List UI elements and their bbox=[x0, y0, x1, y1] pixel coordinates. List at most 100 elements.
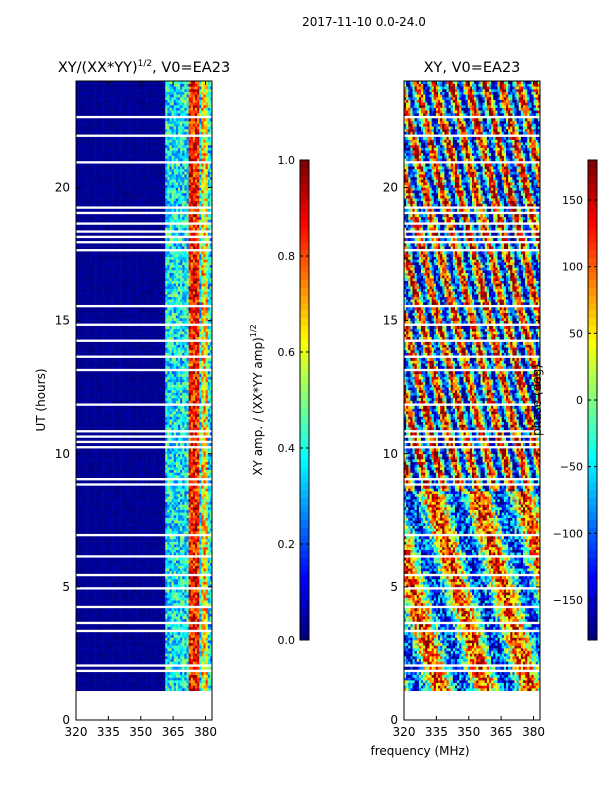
heatmap-cell bbox=[169, 650, 172, 654]
heatmap-cell bbox=[107, 544, 111, 548]
heatmap-cell bbox=[122, 469, 126, 473]
heatmap-cell bbox=[86, 653, 90, 657]
heatmap-cell bbox=[169, 602, 172, 606]
heatmap-cell bbox=[137, 616, 141, 620]
heatmap-cell bbox=[78, 584, 81, 588]
heatmap-cell bbox=[146, 453, 149, 457]
heatmap-cell bbox=[103, 637, 107, 641]
heatmap-cell bbox=[129, 624, 132, 628]
heatmap-cell bbox=[139, 685, 143, 689]
heatmap-cell bbox=[190, 472, 194, 476]
heatmap-cell bbox=[201, 608, 204, 612]
heatmap-cell bbox=[118, 584, 121, 588]
heatmap-cell bbox=[150, 525, 153, 529]
heatmap-cell bbox=[190, 488, 194, 492]
heatmap-cell bbox=[165, 522, 168, 526]
heatmap-cell bbox=[146, 560, 149, 564]
heatmap-cell bbox=[165, 517, 168, 521]
heatmap-cell bbox=[161, 568, 164, 572]
heatmap-cell bbox=[129, 501, 132, 505]
heatmap-cell bbox=[205, 600, 209, 604]
heatmap-cell bbox=[110, 509, 113, 513]
heatmap-cell bbox=[209, 584, 213, 588]
heatmap-cell bbox=[129, 576, 132, 580]
heatmap-cell bbox=[154, 485, 158, 489]
heatmap-cell bbox=[182, 634, 185, 638]
heatmap-cell bbox=[161, 496, 164, 500]
heatmap-cell bbox=[107, 565, 111, 569]
heatmap-cell bbox=[107, 589, 111, 593]
heatmap-cell bbox=[182, 688, 185, 692]
heatmap-cell bbox=[209, 602, 213, 606]
heatmap-cell bbox=[124, 499, 128, 502]
heatmap-cell bbox=[137, 453, 141, 457]
heatmap-cell bbox=[120, 645, 124, 649]
heatmap-cell bbox=[124, 632, 128, 636]
heatmap-cell bbox=[122, 568, 126, 572]
heatmap-cell bbox=[144, 616, 147, 620]
heatmap-cell bbox=[175, 658, 179, 662]
heatmap-cell bbox=[82, 525, 85, 529]
heatmap-cell bbox=[150, 562, 153, 566]
heatmap-cell bbox=[122, 546, 126, 550]
heatmap-cell bbox=[190, 544, 194, 548]
heatmap-cell bbox=[137, 682, 141, 686]
heatmap-cell bbox=[190, 496, 194, 500]
heatmap-cell bbox=[148, 472, 151, 476]
heatmap-cell bbox=[76, 530, 79, 534]
heatmap-cell bbox=[112, 544, 115, 548]
heatmap-cell bbox=[209, 456, 213, 460]
heatmap-cell bbox=[158, 469, 162, 473]
heatmap-cell bbox=[86, 546, 90, 550]
heatmap-cell bbox=[110, 570, 113, 574]
heatmap-cell bbox=[99, 493, 102, 497]
heatmap-cell bbox=[188, 589, 192, 593]
heatmap-cell bbox=[209, 597, 213, 601]
heatmap-cell bbox=[180, 592, 183, 596]
heatmap-cell bbox=[129, 640, 132, 644]
heatmap-cell bbox=[105, 661, 109, 665]
heatmap-cell bbox=[122, 507, 126, 510]
heatmap-cell bbox=[205, 661, 209, 665]
heatmap-cell bbox=[122, 576, 126, 580]
heatmap-cell bbox=[120, 499, 124, 502]
heatmap-cell bbox=[107, 594, 111, 598]
heatmap-cell bbox=[150, 469, 153, 473]
heatmap-cell bbox=[141, 650, 145, 654]
heatmap-cell bbox=[76, 645, 79, 649]
heatmap-cell bbox=[133, 525, 136, 529]
heatmap-cell bbox=[135, 632, 138, 636]
heatmap-cell bbox=[101, 488, 104, 492]
heatmap-cell bbox=[103, 467, 107, 471]
heatmap-cell bbox=[122, 656, 126, 660]
heatmap-cell bbox=[135, 568, 138, 572]
heatmap-cell bbox=[152, 514, 155, 518]
heatmap-cell bbox=[199, 464, 202, 468]
heatmap-cell bbox=[127, 578, 130, 582]
heatmap-cell bbox=[84, 648, 87, 652]
heatmap-cell bbox=[154, 666, 158, 670]
heatmap-cell bbox=[124, 688, 128, 692]
heatmap-cell bbox=[78, 491, 81, 494]
heatmap-cell bbox=[158, 666, 162, 670]
heatmap-cell bbox=[122, 616, 126, 620]
heatmap-cell bbox=[148, 522, 151, 526]
heatmap-cell bbox=[175, 493, 179, 497]
heatmap-cell bbox=[178, 480, 181, 484]
heatmap-cell bbox=[105, 536, 109, 540]
heatmap-cell bbox=[80, 584, 83, 588]
heatmap-cell bbox=[99, 645, 102, 649]
heatmap-cell bbox=[93, 645, 96, 649]
heatmap-cell bbox=[186, 522, 189, 526]
heatmap-cell bbox=[203, 600, 206, 604]
heatmap-cell bbox=[141, 507, 145, 510]
heatmap-cell bbox=[122, 581, 126, 585]
heatmap-cell bbox=[82, 560, 85, 564]
heatmap-cell bbox=[78, 589, 81, 593]
heatmap-cell bbox=[84, 520, 87, 524]
heatmap-cell bbox=[139, 509, 143, 513]
heatmap-cell bbox=[154, 499, 158, 502]
heatmap-cell bbox=[175, 453, 179, 457]
heatmap-cell bbox=[197, 517, 200, 521]
heatmap-cell bbox=[201, 578, 204, 582]
